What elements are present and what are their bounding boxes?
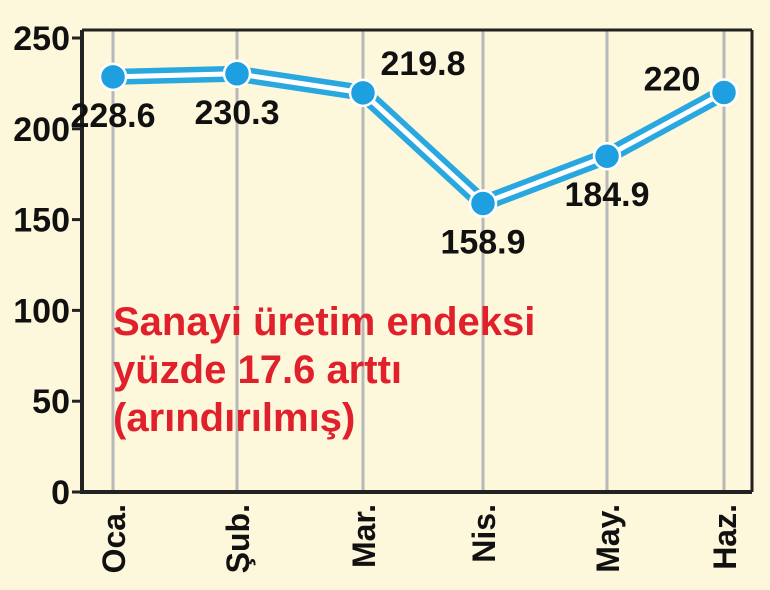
series-line [105,65,732,212]
data-point-4 [468,189,498,218]
annotation-line-2: yüzde 17.6 arttı [113,348,403,392]
x-tick-label-3: Mar. [346,504,382,568]
data-label-5: 184.9 [564,176,649,214]
annotation-line-1: Sanayi üretim endeksi [113,300,536,344]
data-label-6: 220 [644,60,701,98]
data-point-6 [709,78,739,107]
x-tick-label-6: Haz. [707,504,743,570]
y-tick-label-50: 50 [32,383,70,421]
data-label-3: 219.8 [380,45,465,83]
y-tick-label-0: 0 [51,474,70,512]
data-label-1: 228.6 [70,97,155,135]
series-line-inner [110,71,727,206]
x-tick-label-4: Nis. [466,504,502,563]
data-labels: 228.6 230.3 219.8 158.9 184.9 220 [70,45,700,262]
y-tick-label-100: 100 [13,292,70,330]
axes [72,28,754,494]
data-point-2 [222,59,252,89]
chart-annotation: Sanayi üretim endeksi yüzde 17.6 arttı (… [113,298,613,442]
x-tick-label-5: May. [590,504,626,573]
y-tick-label-150: 150 [13,202,70,240]
x-tick-label-2: Şub. [220,504,256,573]
x-tick-label-1: Oca. [96,504,132,573]
data-point-1 [98,62,128,92]
y-tick-label-200: 200 [13,111,70,149]
data-point-5 [592,141,622,171]
data-label-4: 158.9 [440,223,525,261]
x-tick-labels: Oca. Şub. Mar. Nis. May. Haz. [96,504,743,573]
data-point-3 [348,78,378,108]
data-markers [98,59,739,218]
annotation-line-3: (arındırılmış) [113,396,356,440]
y-tick-label-250: 250 [13,20,70,58]
y-tick-labels: 0 50 100 150 200 250 [13,20,70,512]
data-label-2: 230.3 [194,94,279,132]
